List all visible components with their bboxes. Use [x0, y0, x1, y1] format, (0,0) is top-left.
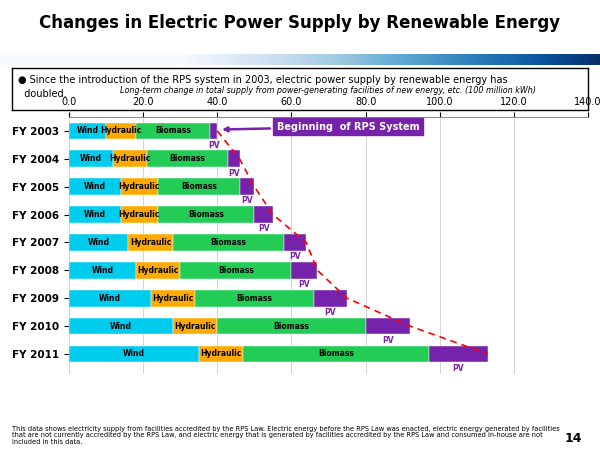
Bar	[113, 150, 147, 167]
Bar	[136, 262, 180, 279]
Text: Hydraulic: Hydraulic	[200, 350, 242, 359]
Text: Wind: Wind	[80, 154, 102, 163]
Bar	[365, 318, 410, 334]
Text: PV: PV	[299, 280, 310, 289]
Text: Biomass: Biomass	[236, 294, 272, 303]
Bar	[69, 290, 151, 306]
Bar	[173, 318, 217, 334]
Bar	[229, 150, 239, 167]
Text: 14: 14	[565, 432, 582, 446]
Text: Wind: Wind	[88, 238, 110, 247]
Text: Hydraulic: Hydraulic	[100, 126, 142, 135]
Bar	[136, 122, 210, 140]
Text: ● Since the introduction of the RPS system in 2003, electric power supply by ren: ● Since the introduction of the RPS syst…	[18, 75, 508, 99]
Text: PV: PV	[325, 308, 336, 317]
Bar	[210, 122, 217, 140]
Text: Wind: Wind	[77, 126, 98, 135]
Text: PV: PV	[452, 364, 464, 373]
Bar	[173, 234, 284, 251]
Text: Biomass: Biomass	[170, 154, 206, 163]
Bar	[69, 122, 106, 140]
Text: Changes in Electric Power Supply by Renewable Energy: Changes in Electric Power Supply by Rene…	[40, 14, 560, 32]
Text: PV: PV	[258, 225, 269, 234]
Bar	[428, 346, 488, 362]
Text: Hydraulic: Hydraulic	[109, 154, 151, 163]
Bar	[292, 262, 317, 279]
Text: Biomass: Biomass	[181, 182, 217, 191]
Text: Beginning  of RPS System: Beginning of RPS System	[225, 122, 419, 132]
Bar	[128, 234, 173, 251]
Text: Biomass: Biomass	[155, 126, 191, 135]
Text: PV: PV	[208, 141, 220, 150]
Bar	[151, 290, 195, 306]
Bar	[69, 206, 121, 223]
Text: PV: PV	[382, 336, 394, 345]
Bar	[147, 150, 229, 167]
X-axis label: Long-term change in total supply from power-generating facilities of new energy,: Long-term change in total supply from po…	[121, 86, 536, 95]
Bar	[121, 206, 158, 223]
Text: Wind: Wind	[84, 182, 106, 191]
Text: Biomass: Biomass	[274, 322, 310, 331]
Bar	[199, 346, 243, 362]
Bar	[243, 346, 428, 362]
Text: Hydraulic: Hydraulic	[175, 322, 216, 331]
Text: Wind: Wind	[99, 294, 121, 303]
Text: Wind: Wind	[123, 350, 145, 359]
Bar	[69, 262, 136, 279]
Text: PV: PV	[228, 169, 240, 178]
Text: Hydraulic: Hydraulic	[137, 266, 179, 275]
Bar	[239, 178, 254, 195]
Bar	[69, 150, 113, 167]
Bar	[158, 178, 239, 195]
Bar	[284, 234, 306, 251]
Text: PV: PV	[241, 197, 253, 206]
Text: Hydraulic: Hydraulic	[152, 294, 193, 303]
Text: Biomass: Biomass	[318, 350, 354, 359]
Bar	[69, 178, 121, 195]
Bar	[69, 346, 199, 362]
Bar	[217, 318, 365, 334]
Text: Wind: Wind	[91, 266, 113, 275]
Text: Biomass: Biomass	[211, 238, 247, 247]
Text: Wind: Wind	[110, 322, 132, 331]
Text: Biomass: Biomass	[188, 210, 224, 219]
Bar	[195, 290, 314, 306]
Text: Hydraulic: Hydraulic	[119, 210, 160, 219]
Bar	[69, 234, 128, 251]
Bar	[254, 206, 273, 223]
Text: This data shows electricity supply from facilities accredited by the RPS Law. El: This data shows electricity supply from …	[12, 426, 560, 446]
Bar	[106, 122, 136, 140]
Text: Hydraulic: Hydraulic	[130, 238, 171, 247]
Text: Hydraulic: Hydraulic	[119, 182, 160, 191]
Text: Wind: Wind	[84, 210, 106, 219]
Bar	[314, 290, 347, 306]
Bar	[121, 178, 158, 195]
Bar	[158, 206, 254, 223]
Text: Biomass: Biomass	[218, 266, 254, 275]
Bar	[180, 262, 292, 279]
Bar	[69, 318, 173, 334]
Text: PV: PV	[289, 252, 301, 261]
